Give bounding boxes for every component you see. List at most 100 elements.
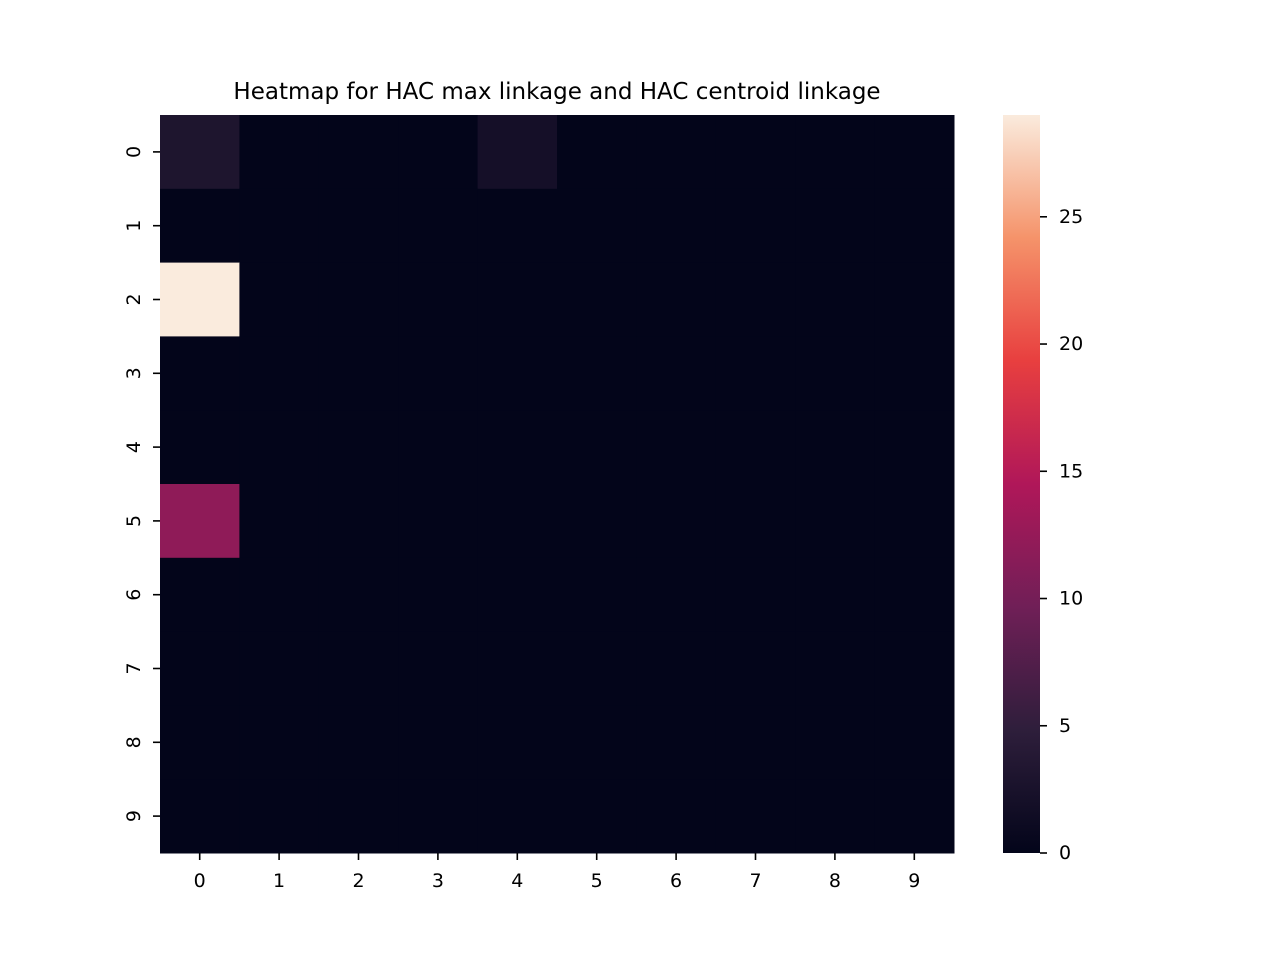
heatmap-cell-r4-c6 <box>636 410 717 485</box>
heatmap-cell-r8-c7 <box>715 705 796 780</box>
heatmap-cell-r8-c1 <box>239 705 320 780</box>
heatmap-cell-r8-c0 <box>160 705 240 780</box>
x-tick-label-6: 6 <box>670 870 682 892</box>
heatmap-cell-r0-c9 <box>874 115 955 190</box>
heatmap-cell-r3-c1 <box>239 336 320 411</box>
x-tick-label-9: 9 <box>908 870 920 892</box>
heatmap-cell-r5-c9 <box>874 484 955 559</box>
heatmap-cell-r4-c1 <box>239 410 320 485</box>
heatmap-cell-r3-c3 <box>398 336 479 411</box>
heatmap-cell-r6-c7 <box>715 557 796 633</box>
heatmap-cell-r1-c5 <box>557 188 637 264</box>
heatmap-cell-r4-c9 <box>874 410 955 485</box>
heatmap-cell-r4-c4 <box>477 410 558 485</box>
colorbar-axis: 0 5 10 15 20 25 <box>1040 206 1083 864</box>
heatmap-cell-r7-c6 <box>636 631 717 706</box>
heatmap-cell-r0-c3 <box>398 115 479 190</box>
heatmap-cell-r6-c8 <box>795 557 876 633</box>
heatmap-cell-r7-c1 <box>239 631 320 706</box>
heatmap-cell-r6-c6 <box>636 557 717 633</box>
heatmap-cell-r1-c0 <box>160 188 240 264</box>
y-tick-label-2: 2 <box>123 293 145 305</box>
heatmap-cell-r8-c6 <box>636 705 717 780</box>
heatmap-cell-r2-c0 <box>160 262 240 337</box>
x-tick-label-0: 0 <box>194 870 206 892</box>
colorbar-tick-label-0: 0 <box>1059 842 1071 864</box>
x-tick-label-3: 3 <box>432 870 444 892</box>
heatmap-cell-r8-c2 <box>318 705 399 780</box>
heatmap-cell-r5-c3 <box>398 484 479 559</box>
heatmap-cell-r8-c3 <box>398 705 479 780</box>
colorbar <box>1003 115 1040 853</box>
chart-title: Heatmap for HAC max linkage and HAC cent… <box>233 79 880 105</box>
heatmap-cell-r3-c6 <box>636 336 717 411</box>
heatmap-cell-r5-c6 <box>636 484 717 559</box>
y-tick-label-9: 9 <box>123 810 145 822</box>
heatmap-cell-r1-c7 <box>715 188 796 264</box>
heatmap-cell-r6-c2 <box>318 557 399 633</box>
heatmap-cell-r9-c2 <box>318 779 399 854</box>
heatmap-cell-r7-c4 <box>477 631 558 706</box>
heatmap-cell-r8-c5 <box>557 705 637 780</box>
heatmap-cell-r0-c4 <box>477 115 558 190</box>
x-tick-label-8: 8 <box>829 870 841 892</box>
heatmap-cell-r0-c5 <box>557 115 637 190</box>
heatmap-cell-r1-c2 <box>318 188 399 264</box>
heatmap-cell-r9-c6 <box>636 779 717 854</box>
heatmap-cell-r0-c1 <box>239 115 320 190</box>
heatmap-cell-r4-c8 <box>795 410 876 485</box>
heatmap-cell-r9-c7 <box>715 779 796 854</box>
heatmap-cell-r6-c5 <box>557 557 637 633</box>
heatmap-cell-r2-c5 <box>557 262 637 337</box>
colorbar-tick-label-2: 10 <box>1059 588 1083 610</box>
heatmap-cell-r5-c0 <box>160 484 240 559</box>
heatmap-cell-r5-c2 <box>318 484 399 559</box>
heatmap-cell-r3-c9 <box>874 336 955 411</box>
heatmap-cell-r6-c9 <box>874 557 955 633</box>
heatmap-cell-r9-c4 <box>477 779 558 854</box>
x-tick-label-5: 5 <box>591 870 603 892</box>
colorbar-tick-label-4: 20 <box>1059 333 1083 355</box>
heatmap-cell-r7-c8 <box>795 631 876 706</box>
heatmap-cell-r8-c4 <box>477 705 558 780</box>
heatmap-cell-r9-c9 <box>874 779 955 854</box>
x-tick-label-4: 4 <box>511 870 523 892</box>
heatmap-cell-r6-c4 <box>477 557 558 633</box>
heatmap-cell-r7-c3 <box>398 631 479 706</box>
heatmap-cell-r3-c7 <box>715 336 796 411</box>
colorbar-tick-label-3: 15 <box>1059 460 1083 482</box>
heatmap-cell-r4-c5 <box>557 410 637 485</box>
y-tick-label-0: 0 <box>123 146 145 158</box>
heatmap-cell-r8-c8 <box>795 705 876 780</box>
heatmap-cell-r3-c2 <box>318 336 399 411</box>
heatmap-cell-r7-c2 <box>318 631 399 706</box>
heatmap-cell-r1-c9 <box>874 188 955 264</box>
heatmap-cell-r1-c3 <box>398 188 479 264</box>
heatmap-cell-r6-c3 <box>398 557 479 633</box>
heatmap-cell-r4-c7 <box>715 410 796 485</box>
heatmap-cell-r5-c1 <box>239 484 320 559</box>
heatmap-cell-r5-c5 <box>557 484 637 559</box>
heatmap-cell-r9-c5 <box>557 779 637 854</box>
y-tick-label-3: 3 <box>123 367 145 379</box>
heatmap-cell-r1-c1 <box>239 188 320 264</box>
x-tick-label-2: 2 <box>352 870 364 892</box>
heatmap-cell-r0-c0 <box>160 115 240 190</box>
heatmap-cell-r2-c8 <box>795 262 876 337</box>
y-tick-label-1: 1 <box>123 220 145 232</box>
heatmap-cell-r5-c7 <box>715 484 796 559</box>
heatmap-cell-r2-c7 <box>715 262 796 337</box>
heatmap-cell-r6-c0 <box>160 557 240 633</box>
heatmap-cell-r1-c8 <box>795 188 876 264</box>
heatmap-cell-r3-c5 <box>557 336 637 411</box>
heatmap-cell-r3-c8 <box>795 336 876 411</box>
x-tick-label-7: 7 <box>749 870 761 892</box>
heatmap-cell-r0-c8 <box>795 115 876 190</box>
y-tick-label-8: 8 <box>123 736 145 748</box>
heatmap-cell-r2-c4 <box>477 262 558 337</box>
y-tick-label-7: 7 <box>123 662 145 674</box>
colorbar-tick-label-5: 25 <box>1059 206 1083 228</box>
heatmap-cell-r3-c0 <box>160 336 240 411</box>
heatmap-cell-r4-c0 <box>160 410 240 485</box>
